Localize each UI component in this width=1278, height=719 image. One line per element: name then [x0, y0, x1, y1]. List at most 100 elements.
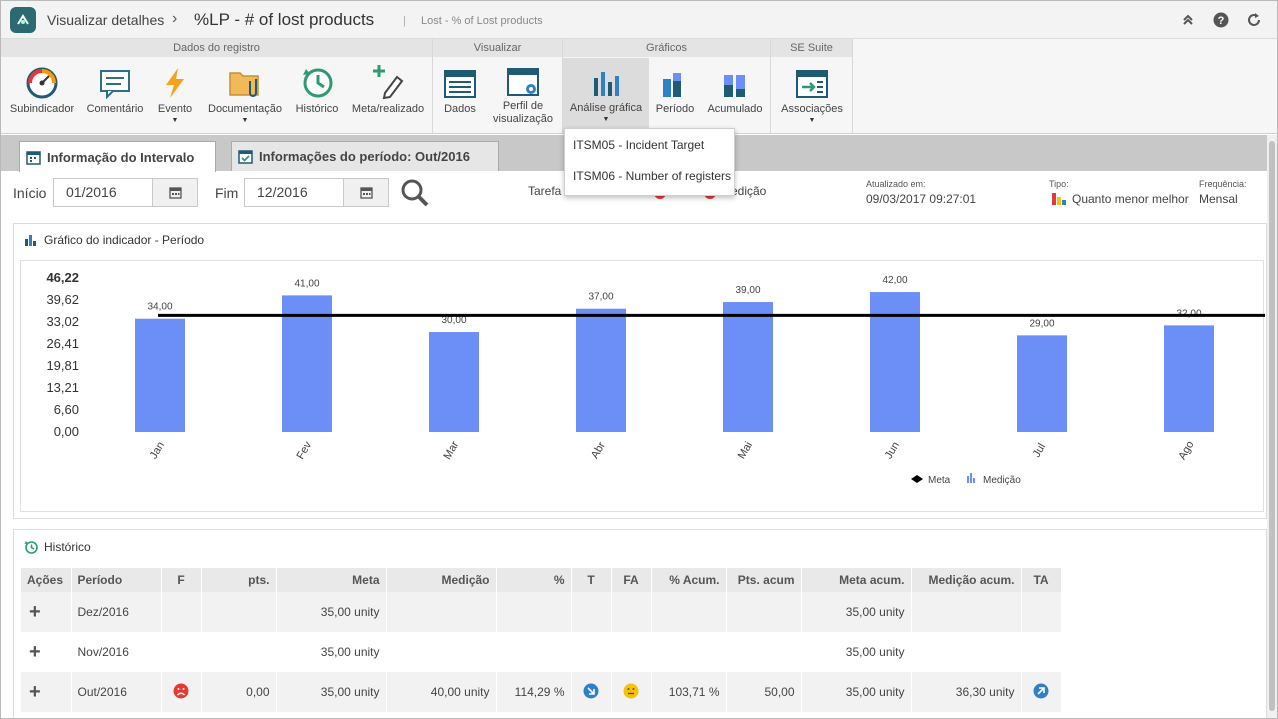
legend-medicao-marker	[967, 476, 969, 483]
chart-bar	[429, 332, 479, 432]
chart-bar	[870, 292, 920, 432]
type-label: Tipo:	[1049, 179, 1069, 189]
dropdown-item-itsm06[interactable]: ITSM06 - Number of registers	[573, 169, 732, 183]
col-pct[interactable]: %	[496, 568, 572, 592]
ribbon-group-graficos: Gráficos Análise gráfica ▼ Período Acumu…	[563, 39, 771, 134]
tab-label: Informações do período: Out/2016	[259, 149, 470, 164]
table-row: + Out/2016 0,00 35,00 unity 40,00 unity …	[21, 672, 1062, 712]
col-meta-acum[interactable]: Meta acum.	[801, 568, 912, 592]
col-ta[interactable]: TA	[1021, 568, 1062, 592]
bar-value-label: 42,00	[882, 275, 907, 286]
col-periodo[interactable]: Período	[71, 568, 162, 592]
cell-pts: 0,00	[201, 672, 277, 712]
meta-realizado-button[interactable]: Meta/realizado	[347, 59, 429, 131]
cell-pts	[201, 632, 277, 672]
group-title: Dados do registro	[1, 39, 432, 57]
col-f[interactable]: F	[161, 568, 202, 592]
col-meta[interactable]: Meta	[276, 568, 387, 592]
y-tick-label: 13,21	[46, 380, 79, 395]
x-tick-label: Fev	[295, 439, 315, 461]
cell-f	[161, 592, 202, 632]
y-tick-label: 39,62	[46, 292, 79, 307]
col-medicao-acum[interactable]: Medição acum.	[911, 568, 1022, 592]
cell-periodo: Dez/2016	[71, 592, 162, 632]
y-tick-label: 26,41	[46, 336, 79, 351]
frequency-value: Mensal	[1199, 192, 1238, 206]
cell-pct	[496, 632, 572, 672]
analise-grafica-button[interactable]: Análise gráfica ▼	[563, 58, 649, 133]
cell-f	[161, 632, 202, 672]
search-icon[interactable]	[400, 178, 430, 211]
cell-meta: 35,00 unity	[276, 592, 387, 632]
historico-button[interactable]: Histórico	[291, 59, 343, 131]
col-medicao[interactable]: Medição	[386, 568, 497, 592]
cell-medicao-acum	[911, 592, 1022, 632]
refresh-icon[interactable]	[1245, 11, 1263, 29]
col-fa[interactable]: FA	[611, 568, 652, 592]
chart-panel-title: Gráfico do indicador - Período	[44, 233, 205, 247]
help-icon[interactable]: ?	[1212, 11, 1230, 29]
evento-button[interactable]: Evento ▼	[151, 59, 199, 131]
col-pts-acum[interactable]: Pts. acum	[726, 568, 802, 592]
expand-plus-icon[interactable]: +	[21, 632, 72, 672]
col-pct-acum[interactable]: % Acum.	[651, 568, 727, 592]
dropdown-arrow-icon: ▼	[602, 116, 610, 123]
end-date-input[interactable]: 12/2016	[244, 178, 344, 207]
associacoes-button[interactable]: Associações ▼	[777, 59, 847, 131]
history-table: Ações Período F pts. Meta Medição % T FA…	[21, 568, 1062, 718]
chart-bar	[1164, 325, 1214, 432]
arrow-up-right-icon	[1021, 672, 1062, 712]
start-calendar-button[interactable]	[152, 178, 198, 207]
end-calendar-button[interactable]	[343, 178, 389, 207]
expand-plus-icon[interactable]: +	[21, 672, 72, 712]
table-row: + Nov/2016 35,00 unity 35,00 unity	[21, 632, 1062, 672]
periodo-button[interactable]: Período	[653, 59, 697, 131]
bar-value-label: 32,00	[1176, 308, 1201, 319]
end-label: Fim	[215, 185, 239, 201]
chart-bar	[282, 295, 332, 432]
table-row-partial	[21, 712, 1062, 718]
col-acoes[interactable]: Ações	[21, 568, 72, 592]
dados-button[interactable]: Dados	[439, 59, 481, 131]
col-pts[interactable]: pts.	[201, 568, 277, 592]
expand-plus-icon[interactable]: +	[21, 592, 72, 632]
legend-medicao-marker	[970, 473, 972, 483]
comentario-button[interactable]: Comentário	[83, 59, 147, 131]
tab-informacao-intervalo[interactable]: Informação do Intervalo	[19, 141, 216, 172]
subindicador-button[interactable]: Subindicador	[5, 59, 79, 131]
acumulado-button[interactable]: Acumulado	[703, 59, 767, 131]
history-title: Histórico	[44, 540, 91, 554]
cell-medicao-acum: 36,30 unity	[911, 672, 1022, 712]
legend-medicao-label: Medição	[983, 475, 1021, 486]
dropdown-item-itsm05[interactable]: ITSM05 - Incident Target	[573, 138, 705, 152]
documentacao-button[interactable]: Documentação ▼	[203, 59, 287, 131]
svg-text:?: ?	[1218, 15, 1225, 27]
breadcrumb[interactable]: Visualizar detalhes	[47, 12, 165, 28]
perfil-visualizacao-button[interactable]: Perfil de visualização	[487, 59, 559, 131]
chart-bar	[723, 302, 773, 432]
x-tick-label: Jul	[1031, 441, 1048, 459]
col-t[interactable]: T	[571, 568, 612, 592]
history-icon	[24, 540, 38, 554]
cell-meta-acum: 35,00 unity	[801, 632, 912, 672]
tab-informacoes-periodo[interactable]: Informações do período: Out/2016	[231, 141, 499, 171]
collapse-icon[interactable]	[1179, 11, 1197, 29]
app-logo-icon	[10, 7, 36, 33]
cell-periodo: Nov/2016	[71, 632, 162, 672]
title-bar: Visualizar detalhes › %LP - # of lost pr…	[1, 1, 1277, 39]
cell-meta-acum: 35,00 unity	[801, 592, 912, 632]
chart-bar	[576, 308, 626, 432]
chart-panel: Gráfico do indicador - Período 46,22 39,6…	[13, 223, 1267, 519]
calendar-icon	[26, 150, 41, 165]
scrollbar-thumb[interactable]	[1269, 141, 1275, 711]
y-tick-label: 33,02	[46, 314, 79, 329]
comment-icon	[83, 59, 147, 99]
start-date-input[interactable]: 01/2016	[53, 178, 153, 207]
x-tick-label: Mar	[441, 439, 461, 462]
x-tick-label: Ago	[1176, 439, 1196, 462]
history-clock-icon	[291, 59, 343, 99]
cell-pts-acum	[726, 592, 802, 632]
group-title: Visualizar	[433, 39, 562, 57]
dropdown-arrow-icon: ▼	[171, 117, 179, 124]
